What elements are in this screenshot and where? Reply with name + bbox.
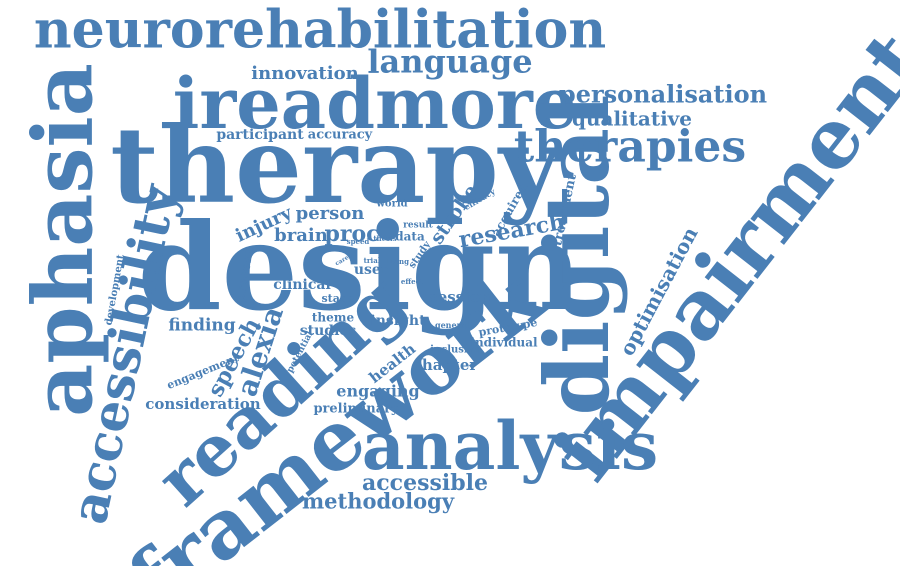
cloud-word-speed: speed [347,237,370,246]
cloud-word-trial: trial [364,256,381,265]
cloud-word-data: data [395,230,425,244]
cloud-word-inclusive: inclusive [430,345,480,356]
cloud-word-participant: participant [216,127,304,143]
cloud-word-innovation: innovation [251,63,358,84]
cloud-word-clinical: clinical [273,277,331,293]
cloud-word-thesis: thesis [373,234,396,243]
cloud-word-person: person [296,203,365,224]
cloud-word-insight: insight [370,313,426,329]
cloud-word-design: design [138,197,583,338]
cloud-word-general: general [435,320,469,330]
cloud-word-aphasia: aphasia [15,63,111,417]
cloud-word-engaging: engaging [336,382,419,401]
cloud-word-user: user [354,262,389,278]
cloud-word-therapy: therapy [110,103,562,227]
cloud-word-personalisation: personalisation [559,80,767,109]
cloud-word-individual: individual [470,336,538,350]
cloud-word-qualitative: qualitative [572,107,692,131]
cloud-word-digital: digital [525,94,629,415]
cloud-word-session: session [429,288,491,306]
cloud-word-therapies: therapies [514,122,746,173]
cloud-word-accuracy: accuracy [308,128,373,143]
cloud-word-analysis: analysis [362,407,658,485]
cloud-word-stage: stage [321,292,354,305]
cloud-word-neurorehabilitation: neurorehabilitation [34,0,606,61]
cloud-word-ireadmore: ireadmore [173,62,577,145]
cloud-word-language: language [367,43,532,81]
cloud-word-accessible: accessible [362,470,488,496]
cloud-word-finding: finding [168,316,235,336]
cloud-word-preliminary: preliminary [313,402,399,417]
cloud-word-studies: studies [300,323,357,339]
cloud-word-result: result [403,221,433,231]
cloud-word-theme: theme [312,311,355,325]
cloud-word-effect: effect [401,277,424,286]
cloud-word-brain: brain [274,225,328,246]
cloud-word-world: world [375,199,407,210]
cloud-word-consideration: consideration [145,395,260,413]
cloud-word-proc: proc [324,221,379,247]
cloud-word-chapter: chapter [413,356,479,374]
cloud-word-methodology: methodology [302,489,455,514]
cloud-word-living: living [387,257,409,266]
